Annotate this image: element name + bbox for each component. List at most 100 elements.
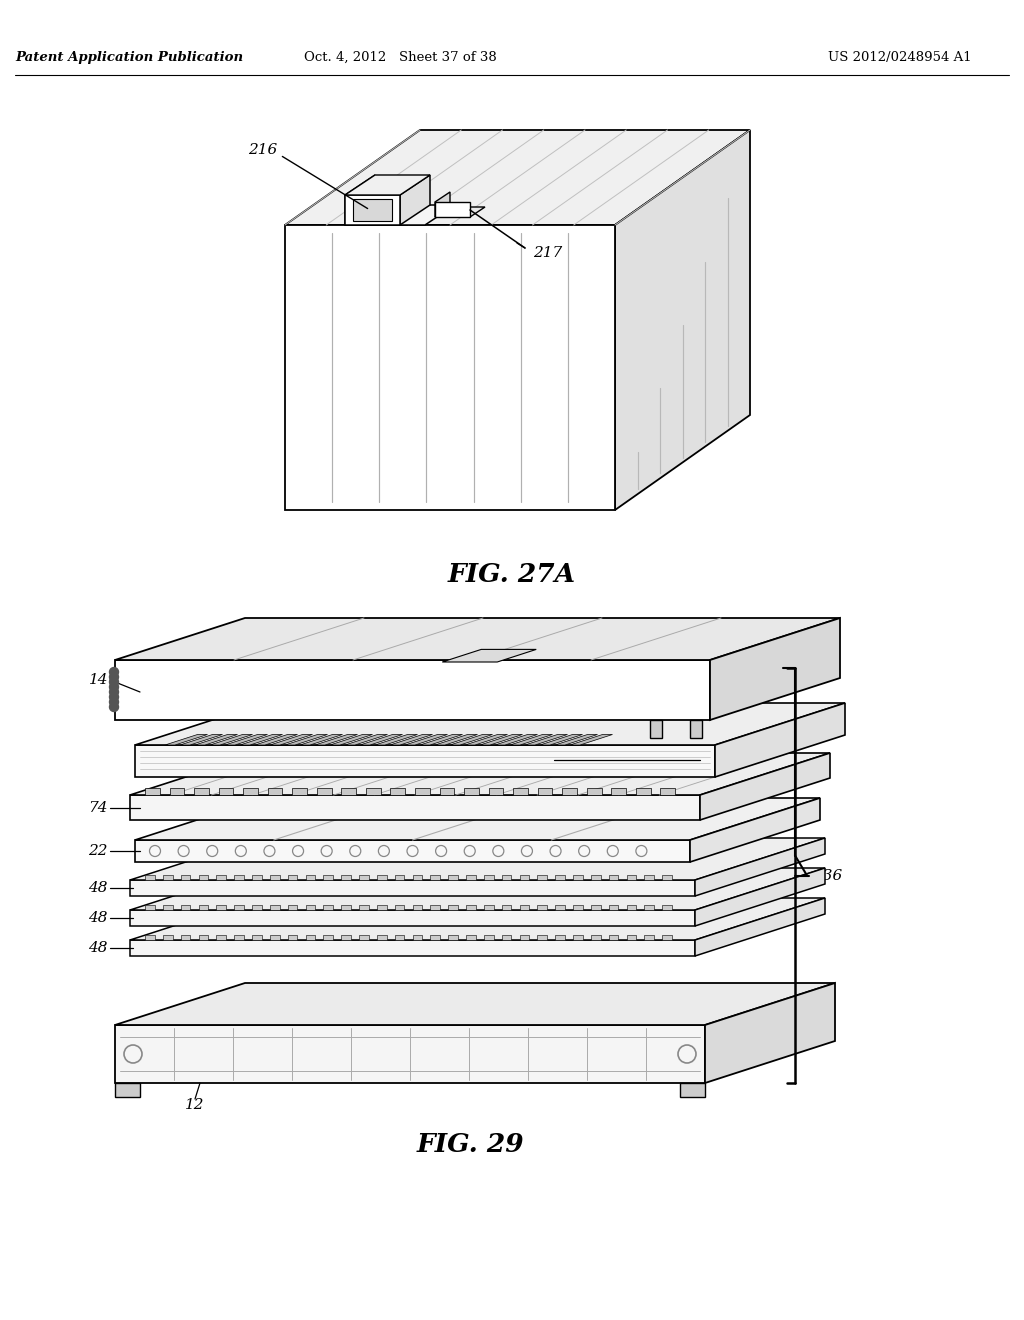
Polygon shape bbox=[292, 788, 307, 795]
Polygon shape bbox=[359, 875, 369, 880]
Polygon shape bbox=[435, 191, 450, 216]
Polygon shape bbox=[608, 935, 618, 940]
Polygon shape bbox=[305, 935, 315, 940]
Polygon shape bbox=[145, 906, 155, 909]
Polygon shape bbox=[591, 906, 601, 909]
Polygon shape bbox=[180, 935, 190, 940]
Polygon shape bbox=[219, 788, 233, 795]
Polygon shape bbox=[627, 906, 636, 909]
Polygon shape bbox=[345, 205, 455, 224]
Circle shape bbox=[110, 693, 119, 701]
Polygon shape bbox=[413, 875, 422, 880]
Polygon shape bbox=[449, 935, 458, 940]
Polygon shape bbox=[495, 734, 538, 744]
Polygon shape bbox=[442, 649, 537, 663]
Polygon shape bbox=[435, 207, 485, 216]
Polygon shape bbox=[519, 935, 529, 940]
Polygon shape bbox=[483, 935, 494, 940]
Polygon shape bbox=[611, 788, 626, 795]
Polygon shape bbox=[705, 983, 835, 1082]
Polygon shape bbox=[695, 838, 825, 896]
Polygon shape bbox=[135, 744, 715, 777]
Polygon shape bbox=[615, 129, 750, 510]
Polygon shape bbox=[513, 788, 528, 795]
Polygon shape bbox=[435, 734, 477, 744]
Polygon shape bbox=[270, 935, 280, 940]
Polygon shape bbox=[450, 734, 493, 744]
Polygon shape bbox=[288, 935, 298, 940]
Polygon shape bbox=[243, 788, 258, 795]
Polygon shape bbox=[488, 788, 504, 795]
Polygon shape bbox=[216, 875, 226, 880]
Polygon shape bbox=[390, 788, 406, 795]
Polygon shape bbox=[359, 935, 369, 940]
Circle shape bbox=[110, 702, 119, 711]
Polygon shape bbox=[555, 935, 565, 940]
Polygon shape bbox=[353, 199, 392, 220]
Circle shape bbox=[110, 672, 119, 681]
Polygon shape bbox=[591, 935, 601, 940]
Polygon shape bbox=[135, 840, 690, 862]
Polygon shape bbox=[115, 1026, 705, 1082]
Polygon shape bbox=[413, 906, 422, 909]
Polygon shape bbox=[130, 869, 825, 909]
Polygon shape bbox=[435, 202, 470, 216]
Polygon shape bbox=[430, 875, 440, 880]
Polygon shape bbox=[538, 875, 547, 880]
Polygon shape bbox=[406, 734, 447, 744]
Polygon shape bbox=[715, 704, 845, 777]
Polygon shape bbox=[267, 788, 283, 795]
Polygon shape bbox=[345, 734, 387, 744]
Polygon shape bbox=[538, 788, 553, 795]
Polygon shape bbox=[234, 935, 244, 940]
Polygon shape bbox=[390, 734, 432, 744]
Polygon shape bbox=[199, 875, 208, 880]
Polygon shape bbox=[216, 906, 226, 909]
Polygon shape bbox=[305, 906, 315, 909]
Polygon shape bbox=[315, 734, 357, 744]
Polygon shape bbox=[330, 734, 373, 744]
Polygon shape bbox=[420, 734, 463, 744]
Polygon shape bbox=[163, 906, 173, 909]
Polygon shape bbox=[345, 195, 400, 224]
Polygon shape bbox=[394, 875, 404, 880]
Polygon shape bbox=[627, 875, 636, 880]
Polygon shape bbox=[305, 875, 315, 880]
Text: 22: 22 bbox=[88, 843, 108, 858]
Polygon shape bbox=[130, 752, 830, 795]
Polygon shape bbox=[562, 788, 577, 795]
Polygon shape bbox=[519, 875, 529, 880]
Polygon shape bbox=[130, 880, 695, 896]
Polygon shape bbox=[130, 838, 825, 880]
Polygon shape bbox=[225, 734, 267, 744]
Polygon shape bbox=[525, 734, 567, 744]
Polygon shape bbox=[285, 224, 615, 510]
Polygon shape bbox=[324, 875, 333, 880]
Polygon shape bbox=[449, 906, 458, 909]
Polygon shape bbox=[415, 788, 430, 795]
Polygon shape bbox=[377, 875, 387, 880]
Polygon shape bbox=[115, 660, 710, 719]
Polygon shape bbox=[663, 906, 672, 909]
Polygon shape bbox=[608, 906, 618, 909]
Polygon shape bbox=[199, 906, 208, 909]
Polygon shape bbox=[466, 875, 476, 880]
Polygon shape bbox=[502, 906, 511, 909]
Polygon shape bbox=[270, 875, 280, 880]
Polygon shape bbox=[483, 906, 494, 909]
Polygon shape bbox=[555, 906, 565, 909]
Polygon shape bbox=[573, 875, 583, 880]
Polygon shape bbox=[145, 788, 160, 795]
Polygon shape bbox=[270, 734, 312, 744]
Polygon shape bbox=[465, 734, 508, 744]
Polygon shape bbox=[538, 906, 547, 909]
Polygon shape bbox=[341, 906, 351, 909]
Polygon shape bbox=[644, 906, 654, 909]
Polygon shape bbox=[466, 906, 476, 909]
Polygon shape bbox=[644, 935, 654, 940]
Circle shape bbox=[110, 682, 119, 692]
Polygon shape bbox=[252, 906, 262, 909]
Polygon shape bbox=[130, 795, 700, 820]
Polygon shape bbox=[341, 875, 351, 880]
Polygon shape bbox=[195, 734, 238, 744]
